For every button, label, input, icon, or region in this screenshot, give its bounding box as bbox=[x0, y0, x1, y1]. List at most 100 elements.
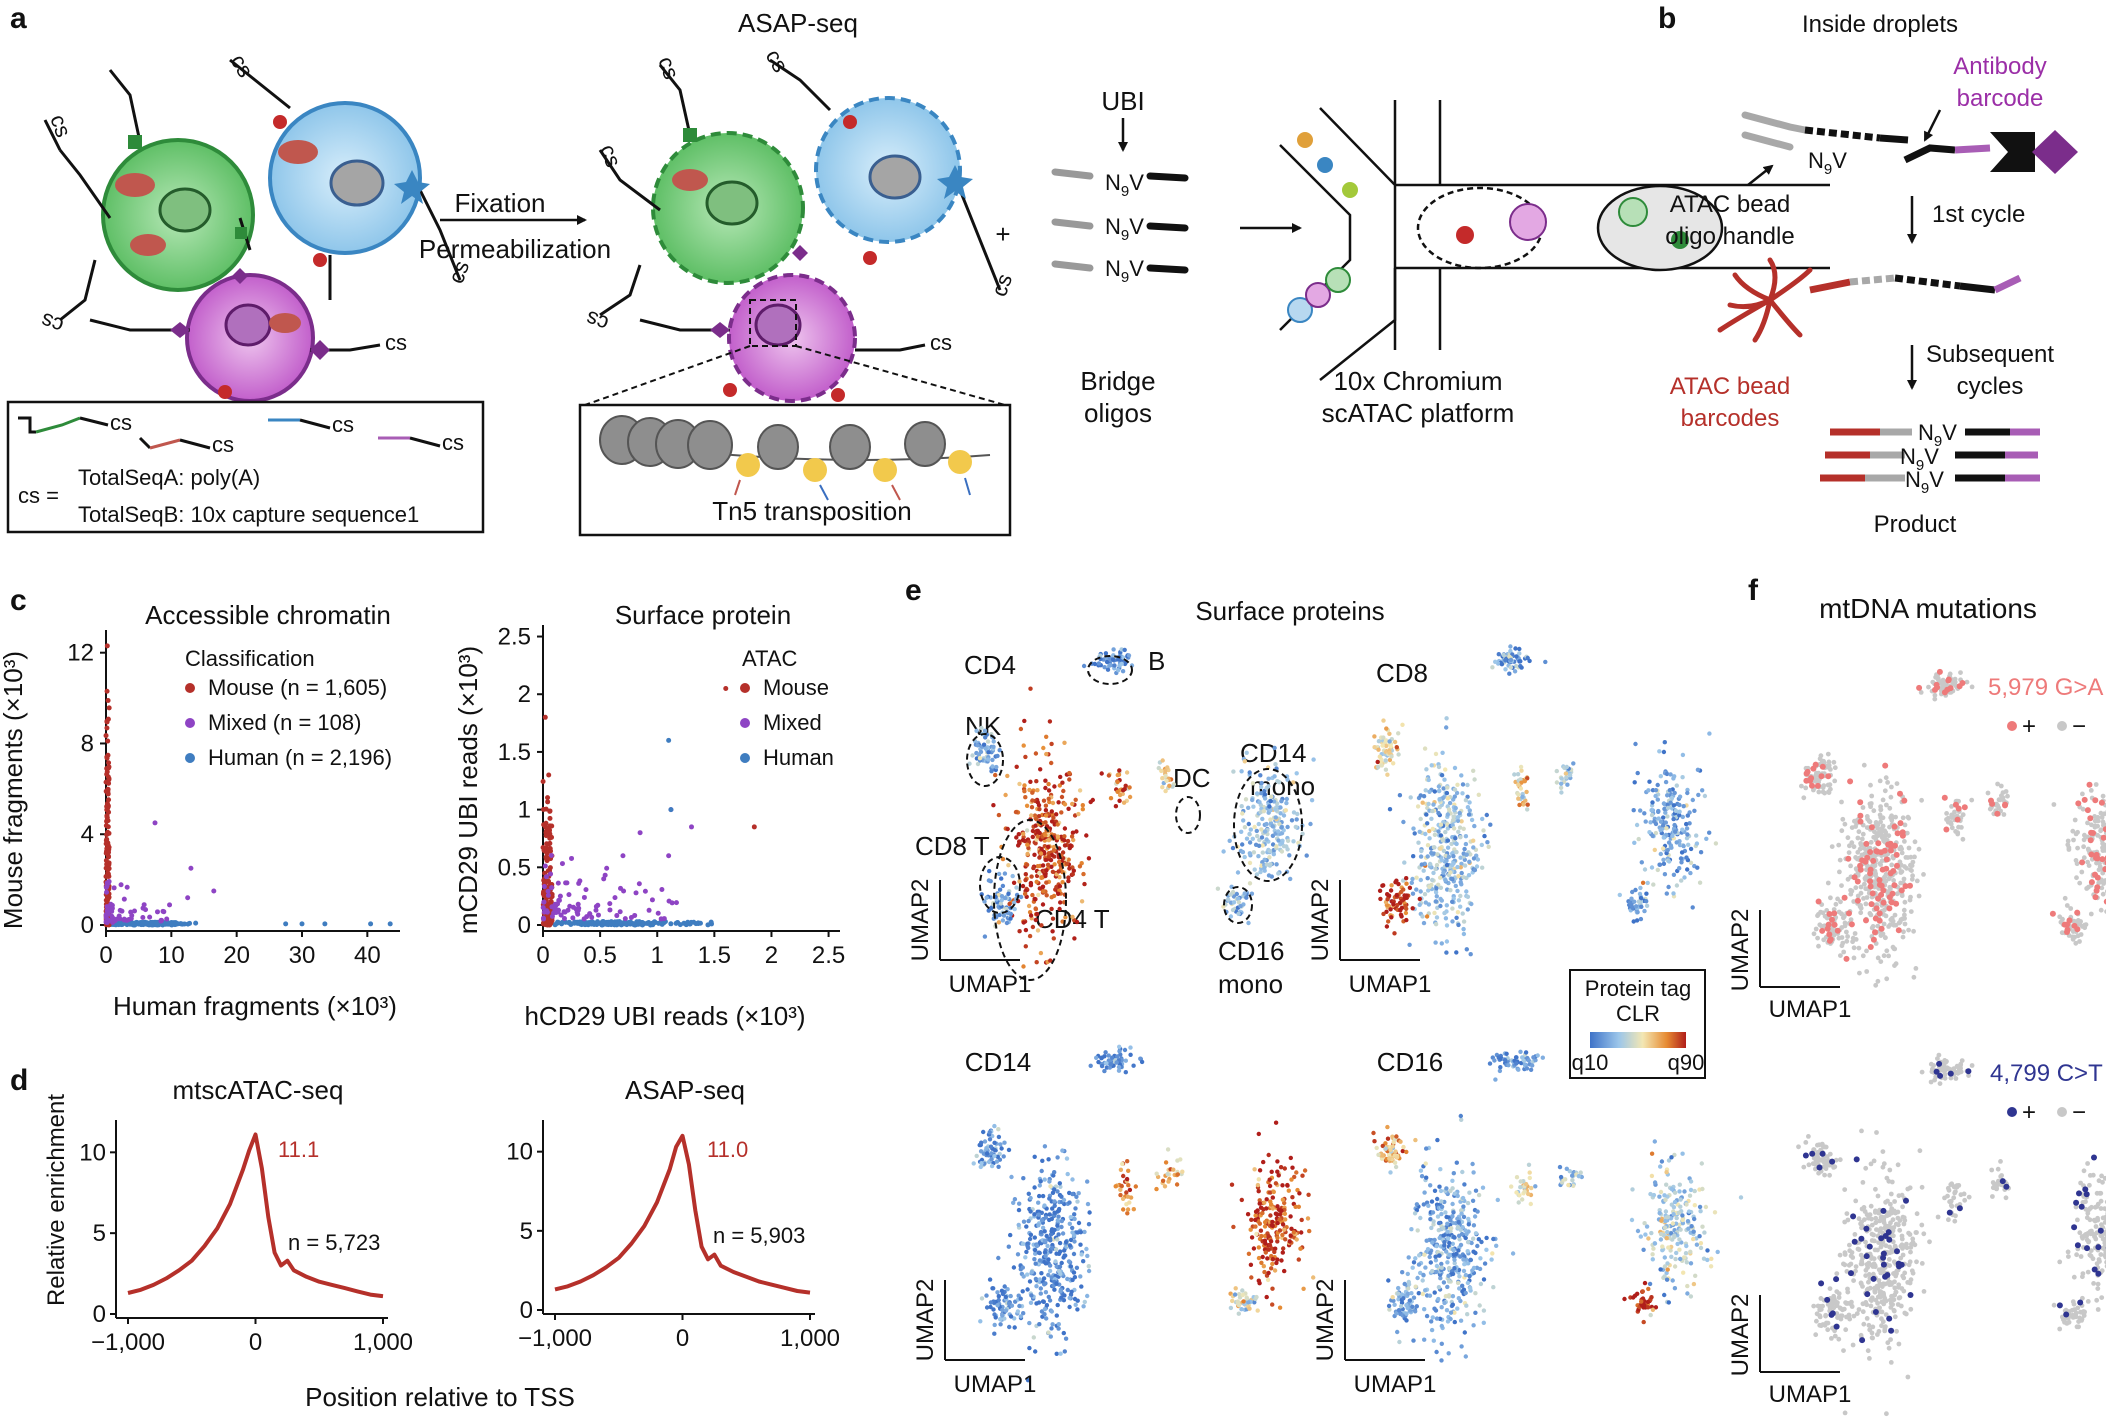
umap-cell bbox=[1240, 1292, 1246, 1298]
umap-cell bbox=[1470, 1161, 1475, 1167]
point-mixed bbox=[185, 895, 191, 901]
umap-cell bbox=[1642, 811, 1647, 816]
umap-cell bbox=[1073, 797, 1078, 802]
umap-cell bbox=[1422, 892, 1428, 897]
point-mouse bbox=[106, 854, 112, 860]
umap-cell bbox=[1119, 661, 1124, 666]
umap-cell bbox=[1056, 859, 1062, 865]
umap-cell bbox=[1439, 858, 1445, 863]
umap-cell bbox=[1638, 808, 1643, 813]
umap-cell bbox=[1062, 834, 1067, 839]
panel-letter-d: d bbox=[10, 1064, 28, 1097]
cluster-label-cd16: CD16 bbox=[1218, 936, 1284, 966]
umap-cell bbox=[1646, 1286, 1651, 1292]
umap-cell bbox=[1077, 864, 1083, 869]
x-tick-label: 30 bbox=[289, 942, 316, 969]
point-mixed bbox=[549, 885, 555, 891]
umap-cell bbox=[1247, 770, 1252, 775]
umap-cell bbox=[1043, 803, 1049, 808]
umap-cell bbox=[1452, 1266, 1457, 1271]
umap-cell bbox=[1452, 765, 1458, 771]
umap-cell bbox=[985, 739, 991, 744]
umap-cell bbox=[1451, 1171, 1457, 1176]
umap-cell bbox=[1471, 768, 1476, 773]
point-human bbox=[162, 921, 168, 927]
umap-cell bbox=[1516, 792, 1521, 797]
umap-cell bbox=[1281, 1246, 1286, 1251]
x-tick-label: 0 bbox=[99, 942, 112, 969]
umap-cell bbox=[1471, 1323, 1476, 1328]
umap-cell bbox=[1099, 771, 1104, 776]
umap-cell bbox=[1525, 807, 1530, 812]
umap-cell bbox=[1450, 1214, 1455, 1219]
umap-cell bbox=[1375, 759, 1380, 765]
umap-cell bbox=[1803, 785, 1809, 791]
umap-cell bbox=[1081, 871, 1086, 877]
umap-cell bbox=[1281, 844, 1287, 849]
umap-cell bbox=[979, 1296, 985, 1301]
umap-cell bbox=[1630, 1187, 1635, 1192]
umap-cell bbox=[1055, 1302, 1060, 1308]
umap-cell bbox=[1444, 923, 1450, 928]
umap-cell bbox=[1434, 1263, 1440, 1269]
umap-cell bbox=[1252, 1167, 1257, 1172]
umap-cell bbox=[984, 895, 989, 900]
point-mixed bbox=[622, 916, 628, 922]
umap-cell bbox=[1389, 915, 1394, 920]
umap-cell bbox=[992, 1331, 997, 1336]
umap-cell bbox=[1271, 1189, 1277, 1195]
umap-cell bbox=[1247, 860, 1253, 866]
umap-cell bbox=[1226, 897, 1231, 902]
umap-cell bbox=[1039, 1168, 1044, 1174]
umap-cell bbox=[1403, 903, 1408, 908]
umap-cell bbox=[1033, 1276, 1039, 1282]
umap-cell bbox=[1452, 1261, 1457, 1266]
umap-cell bbox=[1043, 1215, 1049, 1220]
umap-cell bbox=[1080, 803, 1086, 808]
umap-cell bbox=[1707, 731, 1712, 736]
umap-cell bbox=[1055, 1226, 1061, 1232]
umap-cell bbox=[1685, 1219, 1691, 1224]
point-mouse bbox=[545, 855, 551, 861]
umap-cell bbox=[1311, 1275, 1316, 1280]
umap-cell bbox=[1279, 849, 1285, 854]
umap-cell bbox=[1260, 850, 1266, 855]
umap-cell bbox=[1877, 861, 1883, 866]
umap-cell bbox=[1404, 1311, 1409, 1316]
umap-cell bbox=[1458, 1254, 1463, 1259]
umap-cell bbox=[1085, 1253, 1090, 1259]
point-mixed bbox=[129, 912, 135, 918]
umap-cell bbox=[1650, 1307, 1656, 1313]
umap-cell bbox=[1436, 829, 1441, 834]
umap-cell bbox=[1032, 1212, 1037, 1217]
umap-cell bbox=[1648, 820, 1653, 825]
point-human bbox=[154, 922, 160, 928]
umap-cell bbox=[1469, 901, 1474, 907]
point-human bbox=[130, 921, 136, 927]
point-mixed bbox=[587, 911, 593, 917]
chart-c1-xlabel: Human fragments (×10³) bbox=[113, 991, 397, 1021]
umap-cell bbox=[1516, 1200, 1521, 1205]
umap-cell bbox=[1691, 1229, 1696, 1234]
umap-cell bbox=[1024, 1224, 1029, 1229]
umap-cell bbox=[1849, 840, 1855, 846]
umap-cell bbox=[986, 1159, 992, 1165]
umap2-label: UMAP2 bbox=[1307, 879, 1334, 962]
umap-cell bbox=[1279, 799, 1284, 804]
umap-cell bbox=[1274, 801, 1280, 806]
umap-cell bbox=[1165, 765, 1170, 770]
umap-cell bbox=[1102, 665, 1107, 670]
umap-cell bbox=[1056, 1232, 1061, 1237]
umap-cell bbox=[1063, 1336, 1069, 1341]
umap-cell bbox=[1280, 1222, 1286, 1227]
umap-cell bbox=[1527, 1170, 1532, 1175]
umap-cell bbox=[1458, 880, 1463, 885]
umap-cell bbox=[1030, 828, 1036, 834]
umap-cell bbox=[1399, 914, 1404, 919]
umap-cell bbox=[1034, 1243, 1040, 1249]
umap-cell bbox=[1264, 837, 1269, 842]
umap-cell bbox=[1638, 885, 1643, 891]
umap-cell bbox=[1651, 1246, 1656, 1251]
nucleosomes bbox=[599, 415, 991, 501]
umap-cell bbox=[978, 1164, 983, 1170]
